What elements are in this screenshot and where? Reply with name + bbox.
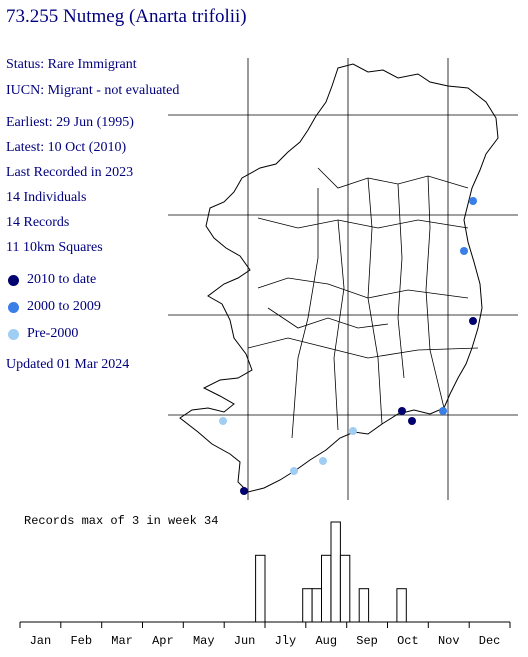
- grid-lines: [168, 58, 518, 500]
- histogram-title: Records max of 3 in week 34: [24, 514, 218, 528]
- histogram-bar: [330, 521, 341, 623]
- legend-label-2010: 2010 to date: [27, 272, 97, 287]
- month-label: Sep: [356, 634, 378, 648]
- legend-item-2010: 2010 to date: [8, 272, 96, 288]
- month-label: Jan: [30, 634, 52, 648]
- month-label: Mar: [111, 634, 133, 648]
- month-label: Apr: [152, 634, 174, 648]
- legend-dot-2010: [8, 274, 19, 286]
- histogram-bar: [358, 588, 370, 623]
- last-recorded-text: Last Recorded in 2023: [6, 165, 134, 180]
- legend-item-pre2000: Pre-2000: [8, 326, 78, 342]
- record-dot: [469, 317, 477, 325]
- record-dot: [349, 427, 357, 435]
- status-text: Status: Rare Immigrant: [6, 57, 137, 72]
- histogram-bar: [396, 588, 407, 623]
- month-label: Dec: [479, 634, 501, 648]
- month-label: Aug: [315, 634, 337, 648]
- histogram-bar: [339, 554, 351, 623]
- legend-item-2000: 2000 to 2009: [8, 299, 101, 315]
- record-dots: [219, 197, 477, 495]
- record-dot: [439, 407, 447, 415]
- month-label: Jun: [234, 634, 256, 648]
- ireland-outline: [179, 63, 499, 493]
- records-count: 14 Records: [6, 215, 70, 230]
- month-label: Oct: [397, 634, 419, 648]
- latest-text: Latest: 10 Oct (2010): [6, 140, 127, 155]
- histogram-axis: Jan Feb Mar Apr May Jun Jly Aug Sep Oct Nov Dec: [19, 621, 511, 648]
- earliest-text: Earliest: 29 Jun (1995): [6, 115, 134, 130]
- month-label: Feb: [70, 634, 92, 648]
- iucn-text: IUCN: Migrant - not evaluated: [6, 83, 180, 98]
- record-dot: [240, 487, 248, 495]
- histogram-bar: [302, 588, 313, 623]
- record-dot: [469, 197, 477, 205]
- month-label: May: [193, 634, 215, 648]
- updated-text: Updated 01 Mar 2024: [6, 357, 130, 372]
- squares-count: 11 10km Squares: [6, 240, 103, 255]
- phenology-histogram: Records max of 3 in week 34 Jan Feb Mar Apr…: [19, 514, 511, 648]
- individuals-count: 14 Individuals: [6, 190, 87, 205]
- histogram-bars: [255, 521, 407, 623]
- month-label: Jly: [275, 634, 297, 648]
- legend-dot-2000: [8, 301, 19, 313]
- record-dot: [290, 467, 298, 475]
- record-dot: [460, 247, 468, 255]
- record-dot: [219, 417, 227, 425]
- distribution-map: [168, 58, 518, 500]
- page-title: 73.255 Nutmeg (Anarta trifolii): [6, 6, 247, 27]
- month-label: Nov: [438, 634, 460, 648]
- record-dot: [319, 457, 327, 465]
- histogram-bar: [255, 554, 266, 623]
- record-dot: [408, 417, 416, 425]
- histogram-bar: [321, 554, 332, 623]
- legend-label-2000: 2000 to 2009: [27, 299, 101, 314]
- record-dot: [398, 407, 406, 415]
- legend-label-pre2000: Pre-2000: [27, 326, 79, 341]
- legend-dot-pre2000: [8, 328, 19, 340]
- histogram-bar: [311, 588, 323, 623]
- county-boundaries: [247, 167, 479, 439]
